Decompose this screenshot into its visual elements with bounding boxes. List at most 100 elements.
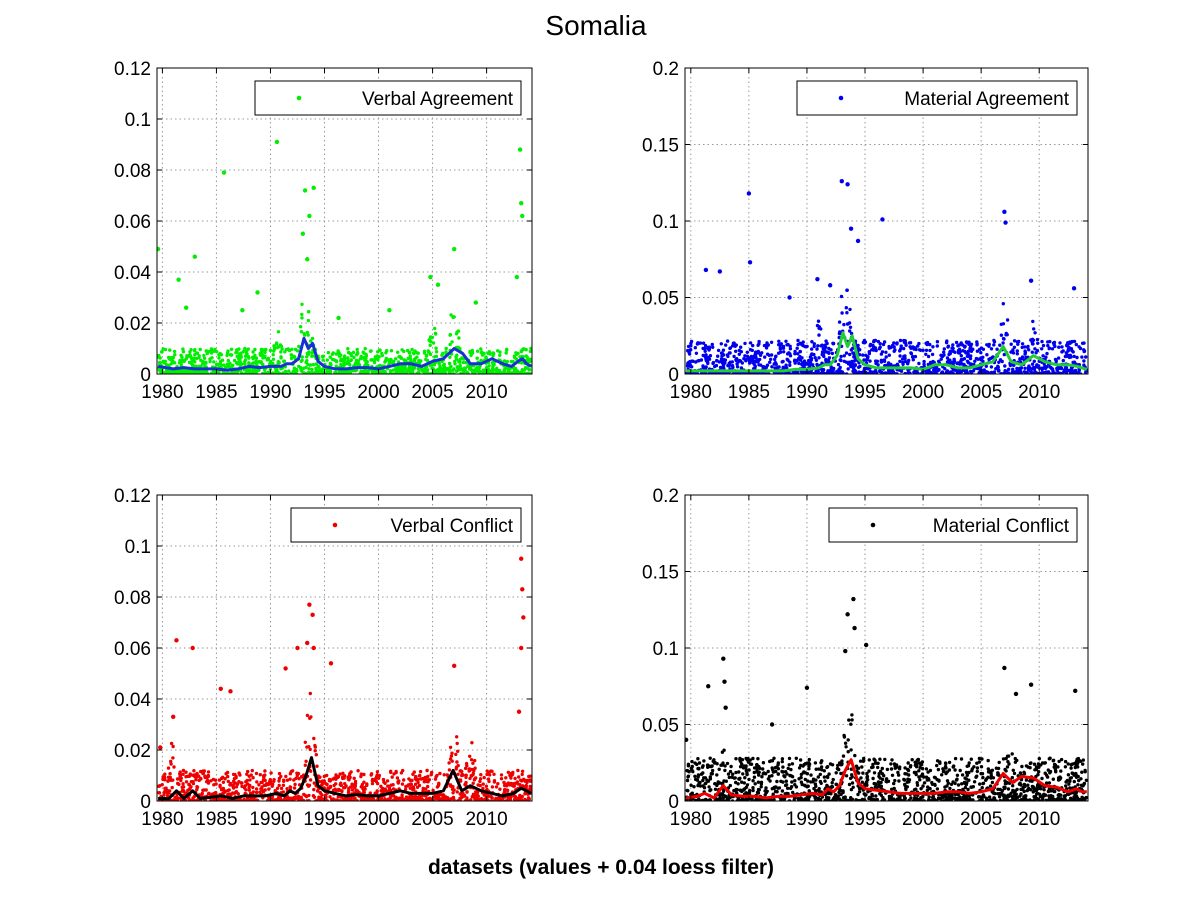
scatter-point: [730, 344, 735, 348]
scatter-point: [364, 354, 369, 358]
scatter-point: [738, 765, 743, 769]
scatter-point: [359, 772, 363, 776]
legend-label: Verbal Agreement: [362, 89, 514, 110]
scatter-point: [956, 348, 961, 353]
grid: [685, 67, 1088, 375]
scatter-point: [1082, 359, 1086, 363]
scatter-point: [310, 336, 315, 341]
scatter-point: [179, 776, 183, 780]
scatter-point: [959, 354, 963, 358]
scatter-point: [328, 355, 332, 359]
scatter-point: [217, 356, 221, 360]
scatter-point: [256, 368, 261, 373]
scatter-point: [417, 774, 422, 778]
scatter-point: [277, 783, 281, 788]
scatter-point: [939, 371, 944, 374]
scatter-point: [906, 761, 910, 765]
scatter-point: [704, 354, 708, 358]
scatter-point: [468, 776, 472, 781]
scatter-point: [245, 349, 249, 354]
scatter-point: [269, 771, 273, 775]
scatter-point: [1051, 758, 1056, 762]
scatter-point: [1020, 357, 1024, 361]
scatter-point: [850, 781, 855, 785]
scatter-point: [498, 787, 502, 791]
scatter-point: [1018, 771, 1023, 775]
scatter-point: [268, 348, 273, 353]
scatter-point: [935, 365, 939, 370]
scatter-point: [1015, 352, 1019, 356]
data-point: [157, 246, 161, 252]
scatter-point: [445, 367, 449, 372]
scatter-point: [468, 365, 472, 369]
data-point: [855, 238, 861, 244]
scatter-point: [295, 771, 299, 775]
scatter-point: [416, 351, 420, 355]
scatter-point: [769, 340, 774, 344]
scatter-point: [303, 763, 307, 767]
scatter-point: [288, 777, 292, 781]
scatter-point: [526, 796, 531, 800]
scatter-point: [373, 370, 378, 374]
scatter-point: [166, 766, 171, 770]
scatter-point: [446, 798, 450, 801]
scatter-point: [525, 366, 529, 370]
scatter-point: [334, 364, 338, 368]
scatter-point: [455, 735, 459, 739]
scatter-point: [1047, 346, 1051, 351]
scatter-point: [328, 779, 332, 783]
scatter-point: [288, 772, 293, 776]
scatter-point: [875, 359, 880, 363]
scatter-point: [879, 780, 883, 785]
scatter-point: [304, 360, 308, 365]
scatter-point: [484, 355, 488, 359]
data-point: [228, 689, 233, 694]
scatter-point: [1022, 345, 1027, 349]
scatter-point: [341, 797, 345, 801]
scatter-point: [1005, 318, 1010, 322]
scatter-point: [336, 349, 340, 353]
scatter-point: [517, 370, 521, 374]
scatter-point: [776, 772, 780, 776]
scatter-point: [506, 770, 510, 774]
scatter-point: [369, 358, 373, 362]
scatter-point: [475, 356, 479, 360]
scatter-point: [361, 798, 366, 801]
scatter-point: [222, 788, 226, 792]
scatter-point: [1046, 343, 1050, 348]
scatter-point: [1033, 347, 1037, 351]
scatter-point: [1040, 366, 1044, 370]
legend: Verbal Agreement: [254, 80, 522, 116]
scatter-point: [474, 366, 478, 371]
scatter-point: [851, 785, 855, 789]
scatter-point: [1045, 351, 1049, 356]
y-tick-label: 0.02: [114, 741, 151, 762]
scatter-point: [838, 358, 842, 362]
scatter-point: [443, 370, 447, 374]
scatter-point: [243, 362, 247, 366]
scatter-point: [516, 768, 520, 773]
scatter-point: [474, 776, 478, 780]
scatter-point: [853, 364, 857, 368]
scatter-point: [407, 366, 411, 370]
scatter-point: [1044, 781, 1049, 785]
scatter-point: [778, 347, 782, 351]
scatter-point: [504, 351, 508, 355]
scatter-point: [248, 778, 252, 782]
scatter-point: [302, 371, 306, 374]
scatter-point: [475, 349, 480, 353]
scatter-point: [240, 781, 244, 785]
scatter-point: [187, 353, 191, 358]
scatter-point: [426, 371, 430, 374]
scatter-point: [761, 767, 765, 771]
scatter-point: [196, 370, 200, 374]
scatter-point: [226, 788, 230, 793]
scatter-point: [365, 782, 369, 786]
scatter-point: [951, 343, 955, 347]
scatter-point: [242, 786, 247, 790]
scatter-point: [703, 344, 708, 348]
scatter-point: [1070, 371, 1074, 374]
scatter-point: [939, 357, 943, 361]
scatter-point: [867, 351, 872, 356]
scatter-point: [302, 332, 306, 336]
